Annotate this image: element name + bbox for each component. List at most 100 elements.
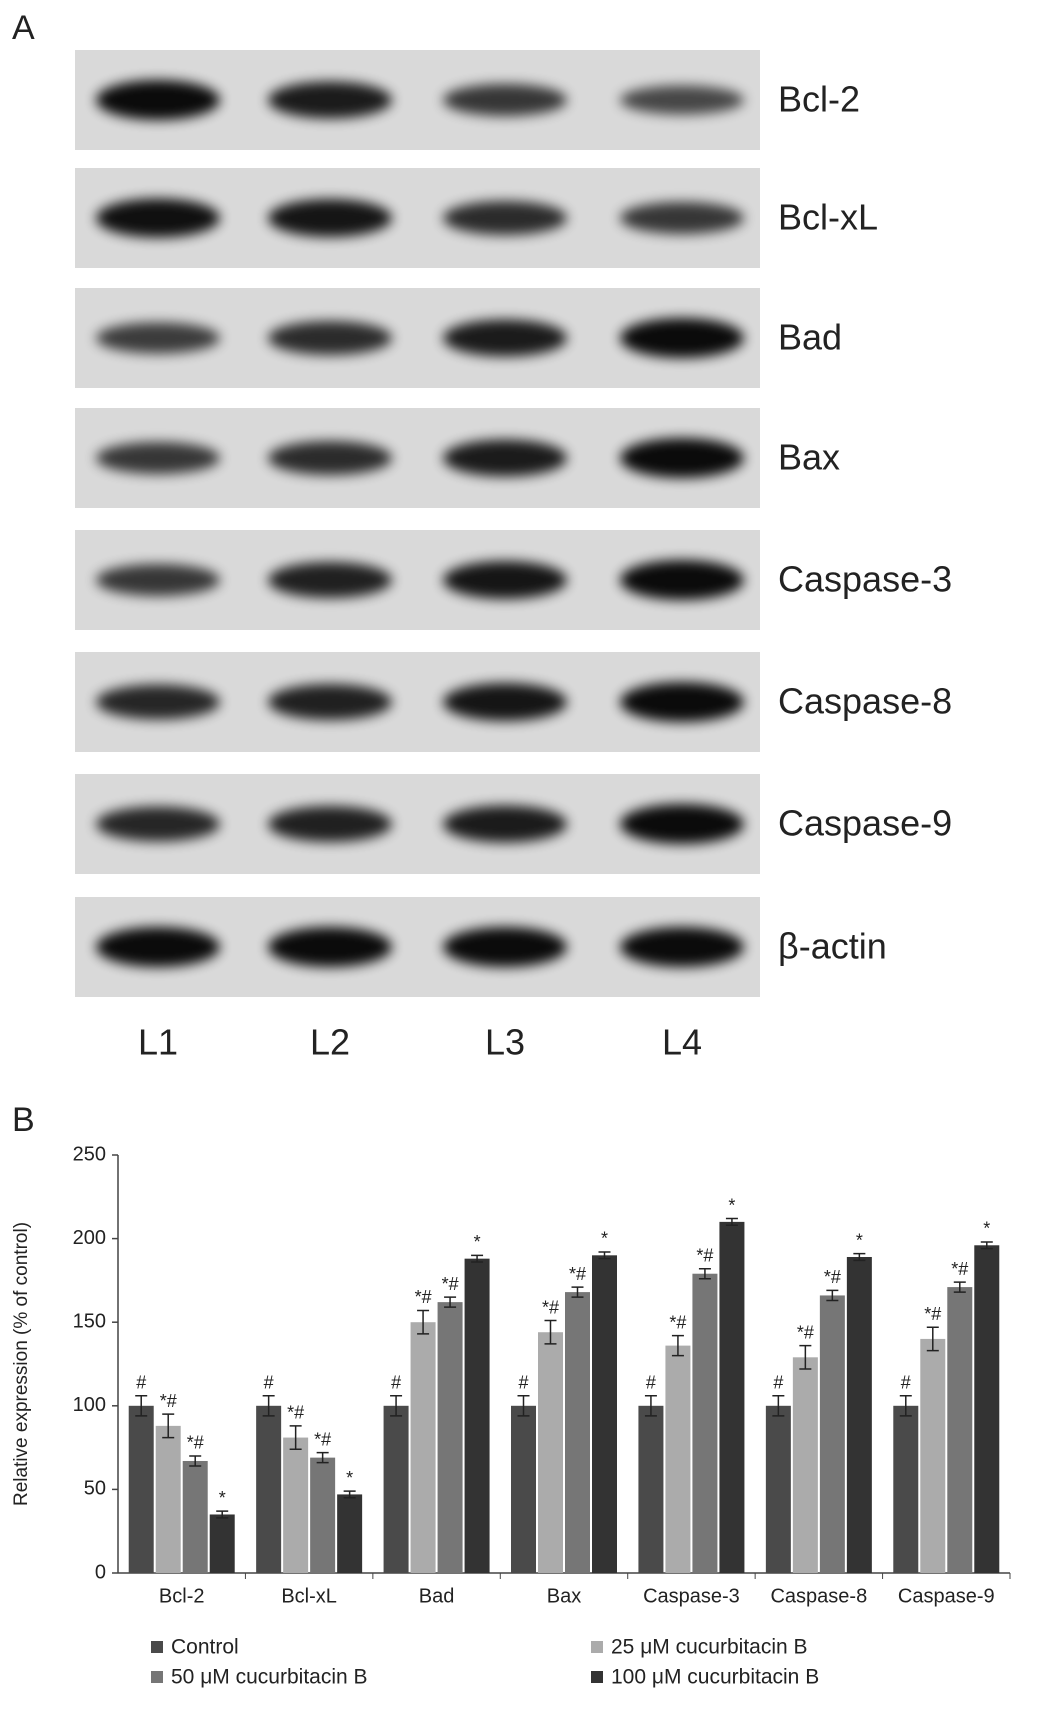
bar — [538, 1332, 563, 1573]
error-bar — [671, 1334, 684, 1357]
legend-swatch — [591, 1641, 603, 1653]
bar — [337, 1494, 363, 1573]
blot-band — [268, 199, 392, 237]
legend-swatch — [591, 1671, 603, 1683]
significance-label: * — [346, 1468, 353, 1488]
blot-band — [443, 201, 567, 235]
error-bar — [517, 1395, 530, 1417]
x-tick-label: Bcl-2 — [159, 1585, 205, 1607]
error-bar — [826, 1289, 839, 1302]
protein-label: Bcl-2 — [778, 79, 860, 120]
protein-label: Bax — [778, 437, 840, 478]
x-tick-label: Caspase-3 — [643, 1585, 740, 1607]
significance-label: *# — [669, 1312, 686, 1332]
protein-label: Caspase-8 — [778, 681, 952, 722]
significance-label: * — [474, 1232, 481, 1252]
blot-band — [443, 561, 567, 599]
significance-label: # — [136, 1373, 146, 1393]
blot-band — [268, 927, 392, 967]
significance-label: # — [264, 1373, 274, 1393]
blot-band — [96, 564, 220, 596]
error-bar — [853, 1252, 866, 1262]
bar — [719, 1221, 745, 1573]
bar — [565, 1292, 590, 1573]
x-tick-label: Bax — [547, 1585, 581, 1607]
error-bar — [316, 1451, 329, 1464]
x-tick-label: Bcl-xL — [281, 1585, 337, 1607]
error-bar — [135, 1395, 148, 1417]
significance-label: # — [518, 1373, 528, 1393]
significance-label: *# — [415, 1287, 432, 1307]
significance-label: * — [601, 1229, 608, 1249]
significance-label: *# — [797, 1322, 814, 1342]
x-tick-label: Caspase-8 — [770, 1585, 867, 1607]
bar — [410, 1322, 436, 1573]
bar — [638, 1405, 664, 1573]
lane-label: L1 — [138, 1022, 178, 1063]
significance-label: *# — [287, 1403, 304, 1423]
bar — [893, 1405, 919, 1573]
error-bar — [980, 1241, 993, 1250]
legend-label: Control — [171, 1636, 239, 1659]
blot-band — [268, 81, 392, 119]
blot-band — [268, 441, 392, 475]
blot-band — [96, 198, 220, 238]
blot-band — [268, 321, 392, 355]
error-bar — [725, 1217, 738, 1226]
significance-label: *# — [824, 1267, 841, 1287]
error-bar — [262, 1395, 275, 1417]
blot-band — [620, 202, 744, 234]
error-bar — [899, 1395, 912, 1417]
bar — [437, 1302, 463, 1573]
blot-band — [96, 80, 220, 120]
x-tick-label: Caspase-9 — [898, 1585, 995, 1607]
blot-band — [443, 439, 567, 477]
blot-band — [443, 319, 567, 357]
legend-swatch — [151, 1641, 163, 1653]
error-bar — [216, 1510, 229, 1519]
significance-label: *# — [187, 1433, 204, 1453]
error-bar — [799, 1344, 812, 1370]
significance-label: * — [983, 1219, 990, 1239]
bar — [592, 1255, 617, 1573]
error-bar — [390, 1395, 403, 1417]
error-bar — [444, 1296, 457, 1308]
y-tick-label: 150 — [73, 1310, 106, 1332]
blot-band — [268, 562, 392, 598]
blot-band — [620, 560, 744, 600]
significance-label: * — [856, 1230, 863, 1250]
y-axis-label: Relative expression (% of control) — [11, 1222, 32, 1506]
bar — [283, 1437, 309, 1573]
lane-label: L4 — [662, 1022, 702, 1063]
error-bar — [289, 1425, 302, 1451]
error-bar — [544, 1319, 557, 1345]
significance-label: *# — [314, 1429, 331, 1449]
legend-label: 50 μM cucurbitacin B — [171, 1666, 368, 1689]
significance-label: # — [391, 1373, 401, 1393]
legend-label: 25 μM cucurbitacin B — [611, 1636, 808, 1659]
bar — [765, 1405, 791, 1573]
error-bar — [417, 1309, 430, 1335]
error-bar — [471, 1254, 484, 1263]
protein-label: Caspase-9 — [778, 803, 952, 844]
panel-label: B — [12, 1101, 35, 1139]
error-bar — [343, 1490, 356, 1499]
bar — [511, 1405, 536, 1573]
blot-band — [268, 684, 392, 720]
blot-band — [620, 85, 744, 115]
bar — [464, 1258, 490, 1573]
blot-band — [620, 804, 744, 844]
significance-label: # — [901, 1373, 911, 1393]
bar — [310, 1457, 336, 1573]
error-bar — [162, 1413, 175, 1439]
bar — [182, 1460, 208, 1573]
bar — [256, 1405, 282, 1573]
significance-label: *# — [542, 1297, 559, 1317]
significance-label: *# — [160, 1391, 177, 1411]
error-bar — [698, 1267, 711, 1280]
blot-band — [620, 927, 744, 967]
legend-swatch — [151, 1671, 163, 1683]
x-tick-label: Bad — [419, 1585, 455, 1607]
blot-band — [620, 682, 744, 722]
blot-band — [443, 683, 567, 721]
